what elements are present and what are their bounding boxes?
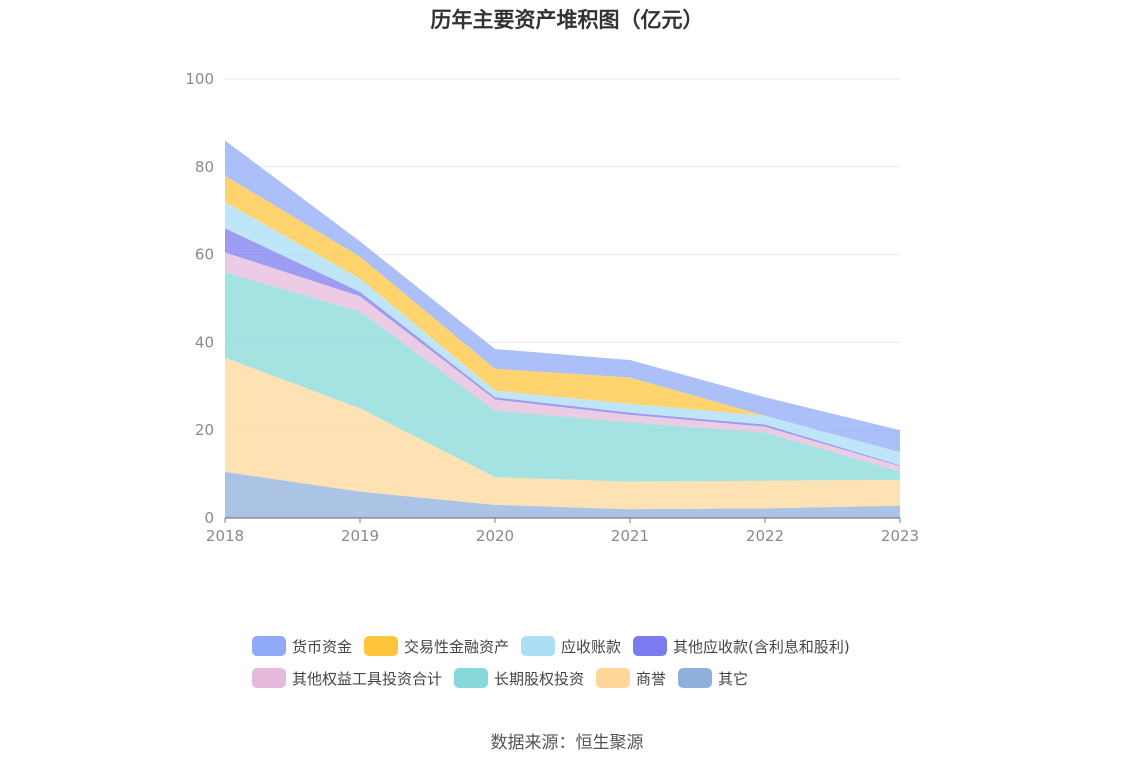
legend-item[interactable]: 商誉 (596, 668, 666, 689)
legend-item[interactable]: 其他应收款(含利息和股利) (633, 636, 850, 657)
legend-label: 其他权益工具投资合计 (292, 669, 443, 688)
area-其它 (225, 471, 900, 518)
legend-swatch (633, 636, 668, 656)
y-tick-label: 40 (195, 333, 214, 351)
x-tick-label: 2019 (341, 527, 379, 545)
legend-item[interactable]: 交易性金融资产 (364, 636, 509, 657)
area-交易性金融资产 (225, 175, 900, 453)
legend-label: 商誉 (636, 669, 667, 688)
legend-swatch (252, 668, 286, 688)
legend-label: 长期股权投资 (494, 669, 585, 688)
x-tick-label: 2022 (746, 527, 784, 545)
legend-label: 应收账款 (561, 637, 622, 656)
legend-item[interactable]: 货币资金 (252, 636, 352, 657)
legend-label: 其它 (718, 669, 749, 688)
legend-label: 货币资金 (292, 637, 353, 656)
legend-item[interactable]: 其它 (678, 668, 748, 689)
axes: 0 20 40 60 80 100 2018 2019 2020 2021 2022 2023 (185, 70, 919, 545)
area-其他权益工具投资合计 (225, 252, 900, 472)
y-tick-label: 0 (204, 509, 214, 527)
legend-label: 交易性金融资产 (404, 637, 510, 656)
area-商誉 (225, 357, 900, 510)
x-tick-label: 2023 (881, 527, 919, 545)
data-source: 数据来源：恒生聚源 (490, 733, 644, 753)
legend-item[interactable]: 其他权益工具投资合计 (252, 668, 442, 689)
y-tick-label: 20 (195, 421, 214, 439)
legend-item[interactable]: 长期股权投资 (454, 668, 584, 689)
legend-swatch (678, 668, 713, 688)
x-tick-label: 2021 (611, 527, 649, 545)
legend: 货币资金 交易性金融资产 应收账款 其他应收款(含利息和股利) 其他权益工具投资合计 长期… (252, 630, 952, 694)
area-货币资金 (225, 140, 900, 453)
area-series (225, 140, 900, 518)
y-tick-label: 100 (185, 70, 214, 88)
legend-row: 货币资金 交易性金融资产 应收账款 其他应收款(含利息和股利) (252, 630, 952, 662)
legend-label: 其他应收款(含利息和股利) (673, 637, 850, 656)
legend-swatch (521, 636, 556, 656)
area-应收账款 (225, 201, 900, 466)
legend-swatch (252, 636, 286, 656)
chart-title: 历年主要资产堆积图（亿元） (430, 8, 704, 32)
x-tick-label: 2018 (206, 527, 244, 545)
legend-swatch (454, 668, 489, 688)
area-长期股权投资 (225, 272, 900, 482)
legend-swatch (596, 668, 631, 688)
y-tick-label: 60 (195, 246, 214, 264)
legend-row: 其他权益工具投资合计 长期股权投资 商誉 其它 (252, 662, 952, 694)
legend-swatch (364, 636, 399, 656)
x-tick-label: 2020 (476, 527, 514, 545)
y-tick-label: 80 (195, 158, 214, 176)
legend-item[interactable]: 应收账款 (521, 636, 621, 657)
